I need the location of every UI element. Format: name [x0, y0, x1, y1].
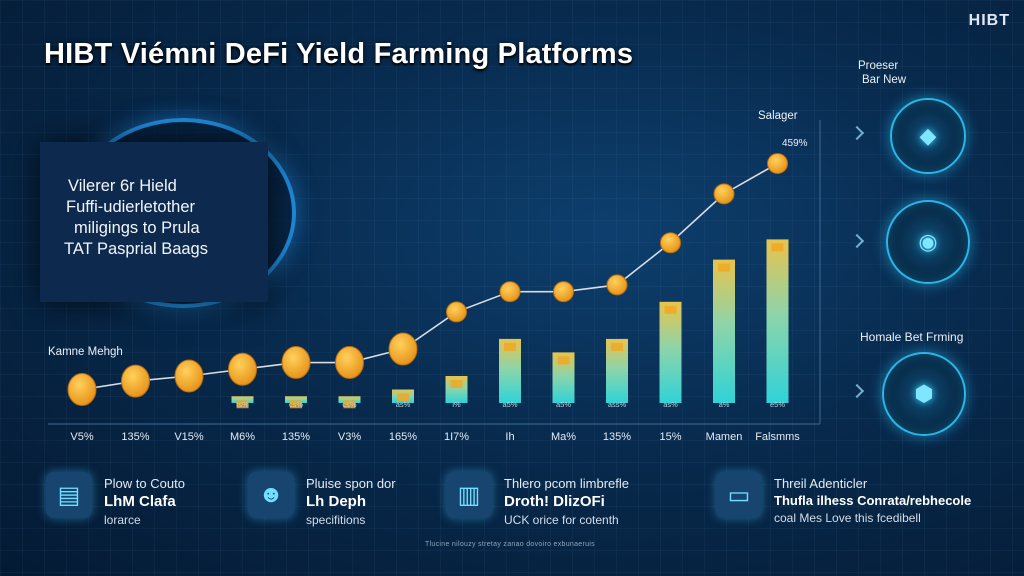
bar-bottom-label: i%: [452, 400, 461, 409]
corner-label-1: Proeser: [858, 60, 899, 72]
data-point: [67, 373, 97, 407]
x-tick-label: V5%: [70, 431, 93, 443]
data-point: [228, 352, 257, 386]
x-tick-label: M6%: [230, 431, 255, 443]
callout-line: miligings to Prula: [74, 219, 200, 237]
feature-caption: specifitions: [306, 513, 366, 527]
x-tick-label: 165%: [389, 431, 417, 443]
document-icon: ▤: [46, 472, 92, 518]
coin-icon: ◆: [890, 98, 966, 174]
corner-label-2: Bar New: [862, 74, 907, 86]
bar-badge: [664, 305, 677, 314]
chart-icon: ▥: [446, 472, 492, 518]
bar: [713, 259, 735, 403]
bar-bottom-label: as%: [396, 400, 411, 409]
x-tick-label: 135%: [282, 431, 310, 443]
callout-box: Vilerer 6r Hield Fuffi-udierletother mil…: [40, 142, 268, 302]
callout-line: Fuffi-udierletother: [66, 198, 196, 216]
data-point: [121, 364, 150, 398]
data-point: [335, 346, 364, 380]
logo: HIBT: [968, 12, 1010, 29]
feature-caption: UCK orice for cotenth: [504, 513, 619, 527]
feature-subtitle: Threil Adenticler: [774, 476, 868, 491]
data-point: [606, 274, 628, 296]
bar-bottom-label: cs%: [289, 400, 304, 409]
bar-bottom-label: a5%: [556, 400, 571, 409]
bar-badge: [397, 393, 409, 402]
bar-badge: [290, 400, 302, 409]
bar-badge: [718, 263, 730, 272]
bar: [285, 396, 307, 403]
footnote: Tlucine nilouzy stretay zanao dovoiro ex…: [425, 541, 595, 548]
x-tick-label: V3%: [338, 431, 361, 443]
bar-bottom-label: ass%: [608, 400, 627, 409]
right-mid-label: Homale Bet Frming: [860, 330, 964, 344]
feature-heading: Lh Deph: [306, 493, 366, 510]
page-title: HIBT Viémni DeFi Yield Farming Platforms: [44, 38, 634, 70]
feature-subtitle: Thlero pcom limbrefle: [504, 476, 629, 491]
x-tick-label: Falsmms: [755, 431, 800, 443]
bar-bottom-label: a5%: [502, 400, 517, 409]
bar-badge: [771, 243, 784, 252]
bar-bottom-label: a%: [719, 400, 730, 409]
globe-icon: ◉: [886, 200, 970, 284]
bar-badge: [450, 380, 463, 389]
feature-caption: lorarce: [104, 513, 141, 527]
data-point: [446, 301, 467, 323]
peak-label: 459%: [782, 138, 808, 149]
data-point: [713, 183, 735, 205]
x-tick-label: V15%: [174, 431, 204, 443]
left-series-label: Kamne Mehgh: [48, 346, 123, 358]
bar: [606, 338, 628, 403]
bar: [552, 352, 575, 403]
data-point: [499, 281, 521, 303]
laptop-icon: ▭: [716, 472, 762, 518]
feature-subtitle: Plow to Couto: [104, 476, 185, 491]
data-point: [660, 232, 681, 254]
bar-badge: [236, 400, 249, 409]
x-tick-label: Ma%: [551, 431, 576, 443]
bar-badge: [504, 342, 516, 351]
data-point: [174, 359, 204, 393]
feature-subtitle: Pluise spon dor: [306, 476, 396, 491]
x-tick-label: 15%: [659, 431, 681, 443]
bar: [766, 239, 789, 403]
bar-bottom-label: as%: [663, 400, 678, 409]
right-top-label: Salager: [758, 110, 798, 122]
x-tick-label: 135%: [121, 431, 149, 443]
feature-heading: Droth! DlizOFi: [504, 493, 605, 510]
callout-line: TAT Pasprial Baags: [64, 240, 208, 258]
x-tick-label: 1I7%: [444, 431, 469, 443]
bar-badge: [343, 400, 356, 409]
data-point: [388, 332, 418, 366]
x-tick-label: Mamen: [706, 431, 743, 443]
bar: [338, 396, 361, 403]
feature-heading: LhM Clafa: [104, 493, 176, 510]
callout-line: Vilerer 6r Hield: [68, 177, 177, 195]
data-point: [767, 152, 788, 174]
shield-icon: ⬢: [882, 352, 966, 436]
data-point: [553, 281, 574, 303]
bar-bottom-label: e5%: [770, 400, 785, 409]
bar: [659, 301, 682, 403]
bar-bottom-label: ts%: [236, 400, 249, 409]
bar-bottom-label: cs%: [342, 400, 357, 409]
bar: [499, 338, 521, 403]
user-icon: ☻: [248, 472, 294, 518]
feature-heading: Thufla ilhess Conrata/rebhecole: [774, 493, 972, 508]
data-point: [281, 346, 311, 380]
x-tick-label: 135%: [603, 431, 631, 443]
bar: [231, 396, 254, 403]
bar-badge: [611, 342, 623, 351]
feature-caption: coal Mes Love this fcedibell: [774, 511, 921, 525]
x-tick-label: Ih: [505, 431, 514, 443]
bar-badge: [557, 356, 570, 365]
